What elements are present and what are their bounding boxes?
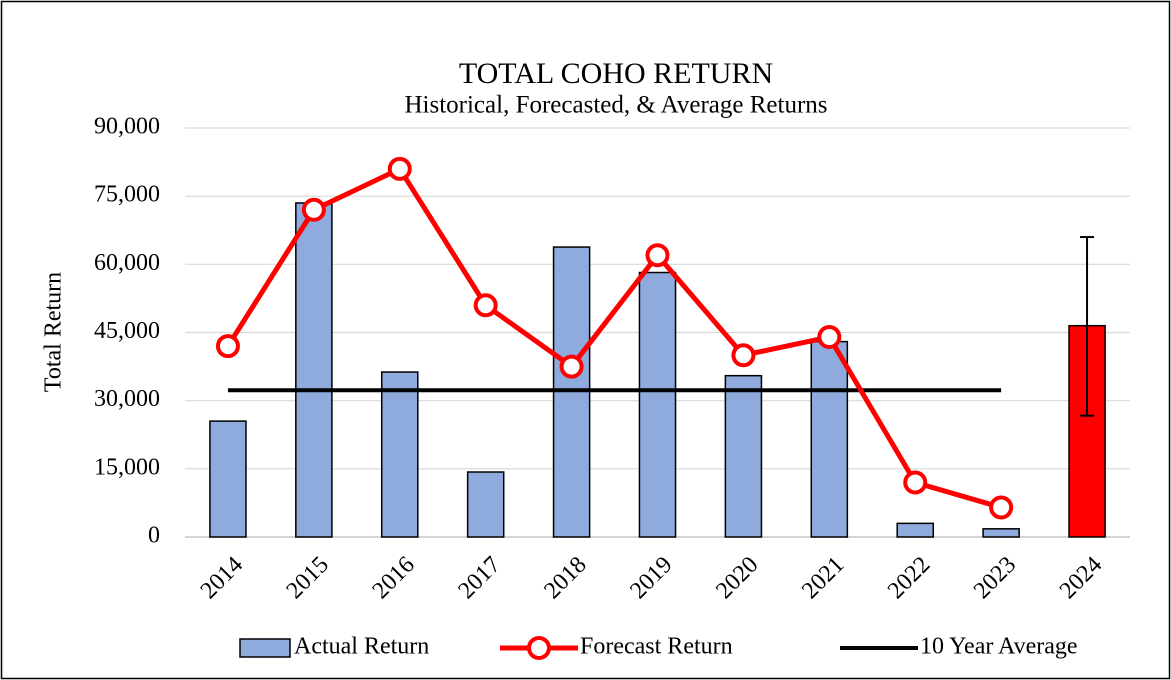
line-marker [301, 197, 326, 222]
line-marker [731, 343, 756, 368]
bar [982, 528, 1020, 538]
line-marker [645, 243, 670, 268]
bar [380, 371, 419, 538]
bar [638, 271, 677, 538]
legend-swatch [239, 638, 291, 658]
legend-label: 10 Year Average [920, 634, 1078, 660]
bar [896, 522, 935, 538]
legend-marker [527, 636, 551, 660]
bar [209, 420, 247, 538]
line-marker [559, 354, 584, 379]
y-tick-label: 0 [148, 523, 160, 549]
series-line [225, 166, 1002, 510]
line-marker [989, 495, 1014, 520]
line-marker [903, 470, 928, 495]
line-marker [387, 156, 412, 181]
y-tick-label: 90,000 [94, 114, 160, 140]
y-tick-label: 15,000 [94, 454, 160, 480]
chart-title: TOTAL COHO RETURN [459, 57, 773, 90]
line-marker [215, 334, 240, 359]
line-marker [473, 293, 498, 318]
y-tick-label: 60,000 [94, 250, 160, 276]
y-axis-label: Total Return [41, 272, 67, 392]
y-tick-label: 30,000 [94, 386, 160, 412]
legend-label: Actual Return [294, 634, 429, 660]
bar [810, 340, 849, 538]
bar [295, 202, 333, 538]
bar [724, 374, 763, 538]
legend-label: Forecast Return [580, 634, 733, 660]
y-tick-label: 45,000 [94, 318, 160, 344]
line-marker [817, 325, 842, 350]
y-tick-label: 75,000 [94, 182, 160, 208]
bar [466, 471, 505, 538]
chart-subtitle: Historical, Forecasted, & Average Return… [404, 92, 827, 119]
